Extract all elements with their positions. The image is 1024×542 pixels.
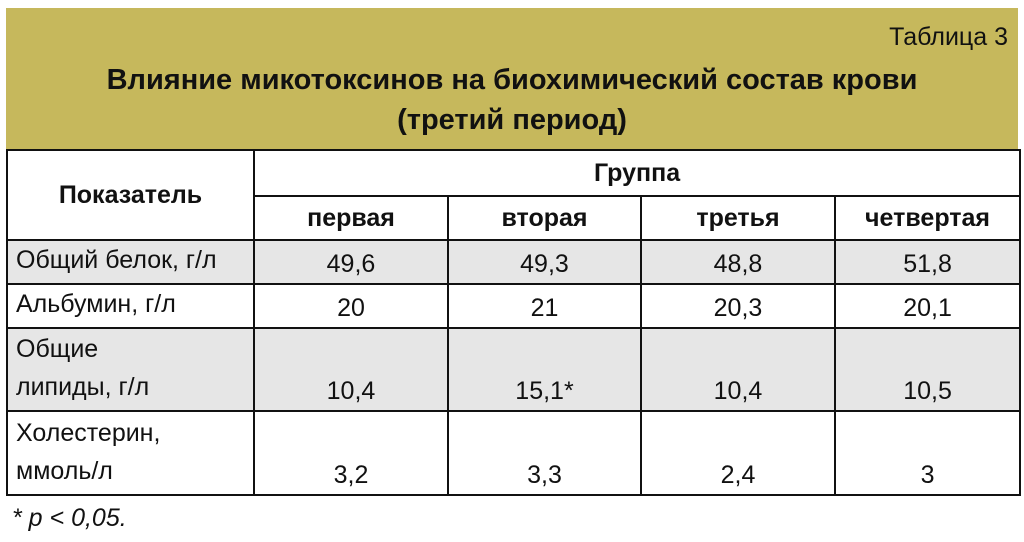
row-label-line: Общие bbox=[16, 335, 99, 363]
cell: 48,8 bbox=[640, 239, 836, 285]
cell: 15,1* bbox=[447, 327, 642, 412]
row-label: Холестерин, ммоль/л bbox=[6, 410, 255, 496]
table-row: Общий белок, г/л 49,6 49,3 48,8 51,8 bbox=[6, 239, 1022, 285]
cell: 49,6 bbox=[253, 239, 449, 285]
row-label: Общий белок, г/л bbox=[6, 239, 255, 285]
header-indicator: Показатель bbox=[6, 149, 255, 241]
row-label-line: липиды, г/л bbox=[16, 373, 150, 401]
header-group: Группа bbox=[252, 149, 1022, 197]
cell: 3,3 bbox=[447, 410, 642, 496]
cell: 51,8 bbox=[833, 239, 1022, 285]
cell: 10,5 bbox=[833, 327, 1022, 412]
cell: 2,4 bbox=[640, 410, 836, 496]
table-number: Таблица 3 bbox=[889, 23, 1008, 51]
title-subline: (третий период) bbox=[397, 104, 627, 136]
cell: 20 bbox=[253, 283, 449, 329]
row-label-line: ммоль/л bbox=[16, 457, 113, 485]
data-table: Показатель Группа первая вторая третья ч… bbox=[6, 149, 1022, 496]
cell: 21 bbox=[447, 283, 642, 329]
cell: 49,3 bbox=[447, 239, 642, 285]
table-row: Общие липиды, г/л 10,4 15,1* 10,4 10,5 bbox=[6, 327, 1022, 412]
header-group-2: вторая bbox=[447, 195, 642, 241]
footnote: * p < 0,05. bbox=[12, 504, 127, 532]
table-row: Альбумин, г/л 20 21 20,3 20,1 bbox=[6, 283, 1022, 329]
row-label: Общие липиды, г/л bbox=[6, 327, 255, 412]
header-group-3: третья bbox=[640, 195, 836, 241]
cell: 10,4 bbox=[640, 327, 836, 412]
cell: 20,3 bbox=[640, 283, 836, 329]
title-band: Таблица 3 Влияние микотоксинов на биохим… bbox=[6, 8, 1018, 149]
row-label-line: Холестерин, bbox=[16, 419, 161, 447]
cell: 3,2 bbox=[253, 410, 449, 496]
table-title: Влияние микотоксинов на биохимический со… bbox=[6, 60, 1018, 140]
header-group-1: первая bbox=[253, 195, 449, 241]
cell: 20,1 bbox=[833, 283, 1022, 329]
header-group-4: четвертая bbox=[833, 195, 1022, 241]
cell: 3 bbox=[833, 410, 1022, 496]
cell: 10,4 bbox=[253, 327, 449, 412]
row-label: Альбумин, г/л bbox=[6, 283, 255, 329]
title-line: Влияние микотоксинов на биохимический со… bbox=[106, 64, 918, 96]
table-row: Холестерин, ммоль/л 3,2 3,3 2,4 3 bbox=[6, 410, 1022, 496]
